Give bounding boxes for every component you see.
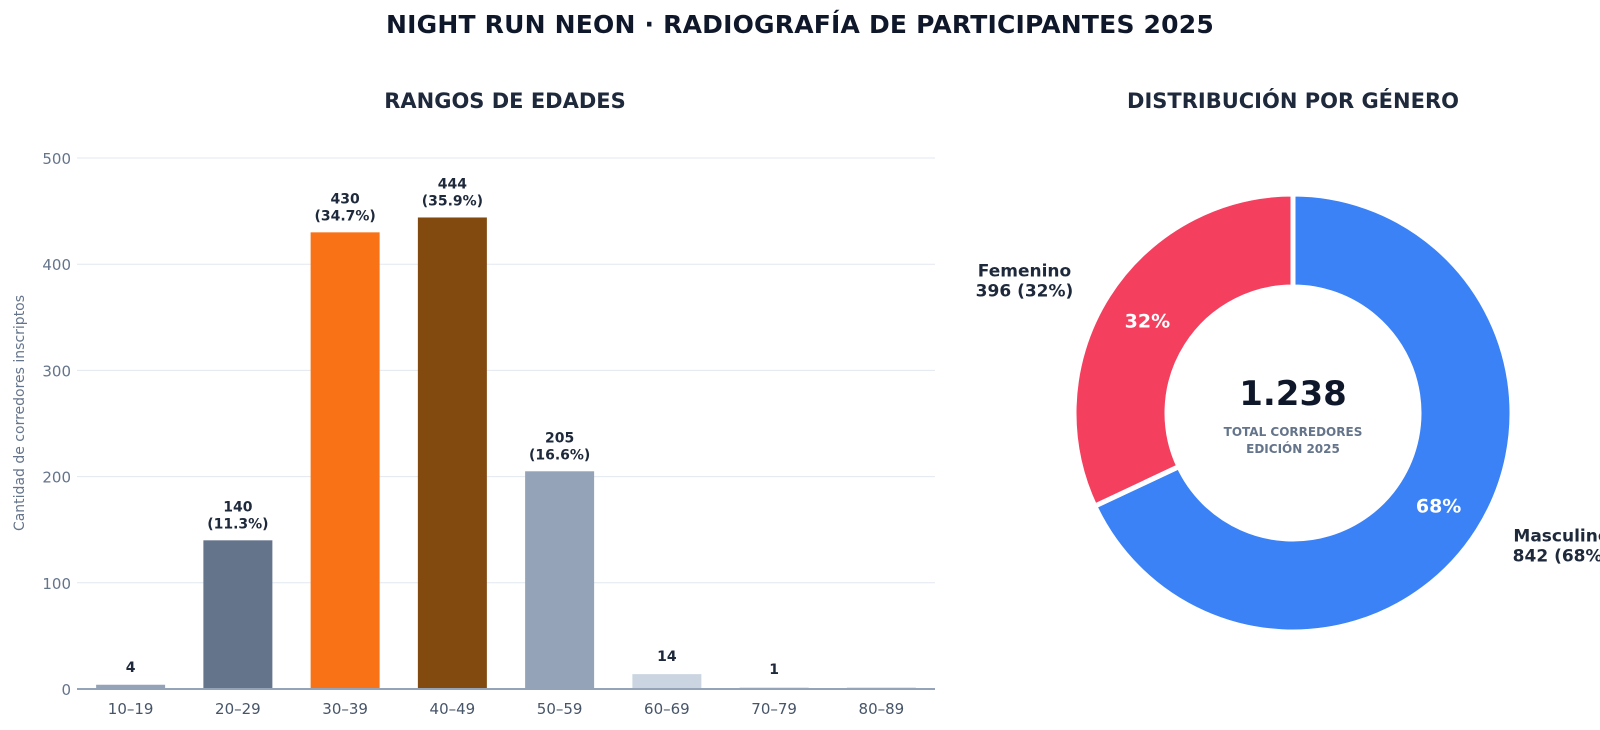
bar-value-label: 430 (331, 191, 360, 207)
y-tick-label: 500 (42, 150, 71, 168)
bar-chart-title: RANGOS DE EDADES (384, 89, 626, 113)
bar-percent-label: (16.6%) (529, 447, 590, 463)
donut-inner-label: 68% (1416, 495, 1461, 517)
bar-30–39 (310, 232, 380, 689)
y-axis-label: Cantidad de corredores inscriptos (12, 295, 28, 531)
bar-40–49 (417, 217, 487, 690)
y-tick-label: 0 (61, 681, 71, 699)
donut-slices (1071, 191, 1515, 635)
bar-value-label: 140 (223, 499, 252, 515)
bar-percent-label: (34.7%) (314, 208, 375, 224)
bar-10–19 (96, 684, 166, 689)
bars (96, 217, 916, 690)
x-tick-label: 50–59 (537, 700, 583, 718)
total-runners-caption-line2: EDICIÓN 2025 (1246, 441, 1340, 456)
donut-outer-name: Masculino (1513, 526, 1600, 546)
bar-value-label: 444 (438, 176, 467, 192)
donut-inner-label: 32% (1125, 311, 1170, 333)
y-tick-label: 100 (42, 575, 71, 593)
total-runners-value: 1.238 (1239, 374, 1347, 414)
main-title: NIGHT RUN NEON · RADIOGRAFÍA DE PARTICIP… (386, 10, 1214, 39)
x-tick-label: 60–69 (644, 700, 690, 718)
bar-20–29 (203, 540, 273, 689)
y-tick-label: 200 (42, 469, 71, 487)
donut-chart-title: DISTRIBUCIÓN POR GÉNERO (1127, 88, 1459, 113)
donut-outer-value: 396 (32%) (976, 282, 1074, 302)
y-tick-label: 400 (42, 256, 71, 274)
bar-50–59 (525, 471, 595, 689)
x-tick-label: 30–39 (322, 700, 368, 718)
donut-outer-value: 842 (68%) (1513, 546, 1600, 566)
donut-inner-labels: 68% 32% (1125, 311, 1462, 518)
bar-60–69 (632, 674, 702, 689)
x-tick-label: 80–89 (859, 700, 905, 718)
y-tick-labels: 0 100 200 300 400 500 (42, 150, 71, 699)
bar-percent-label: (35.9%) (422, 193, 483, 209)
bar-value-label: 1 (769, 662, 779, 678)
grid-lines (77, 157, 935, 584)
donut-outer-name: Femenino (978, 262, 1071, 282)
y-tick-label: 300 (42, 362, 71, 380)
x-tick-label: 10–19 (108, 700, 154, 718)
total-runners-caption-line1: TOTAL CORREDORES (1224, 425, 1363, 439)
donut-slice-femenino (1071, 191, 1296, 510)
bar-value-label: 4 (126, 660, 136, 676)
bar-value-label: 205 (545, 430, 574, 446)
gender-donut-chart: DISTRIBUCIÓN POR GÉNERO 68% 32% Masculino… (976, 88, 1600, 635)
x-tick-label: 40–49 (430, 700, 476, 718)
x-tick-labels: 10–19 20–29 30–39 40–49 50–59 60–69 70–79 80–89 (108, 700, 904, 718)
bar-percent-label: (11.3%) (207, 516, 268, 532)
x-tick-label: 70–79 (751, 700, 797, 718)
age-bar-chart: RANGOS DE EDADES Cantidad de corredores … (12, 89, 935, 718)
donut-slice-masculino (1091, 191, 1515, 635)
bar-value-labels: 4 140(11.3%) 430(34.7%) 444(35.9%) 205(16.6%… (126, 176, 779, 678)
bar-value-label: 14 (657, 649, 677, 665)
x-tick-label: 20–29 (215, 700, 261, 718)
